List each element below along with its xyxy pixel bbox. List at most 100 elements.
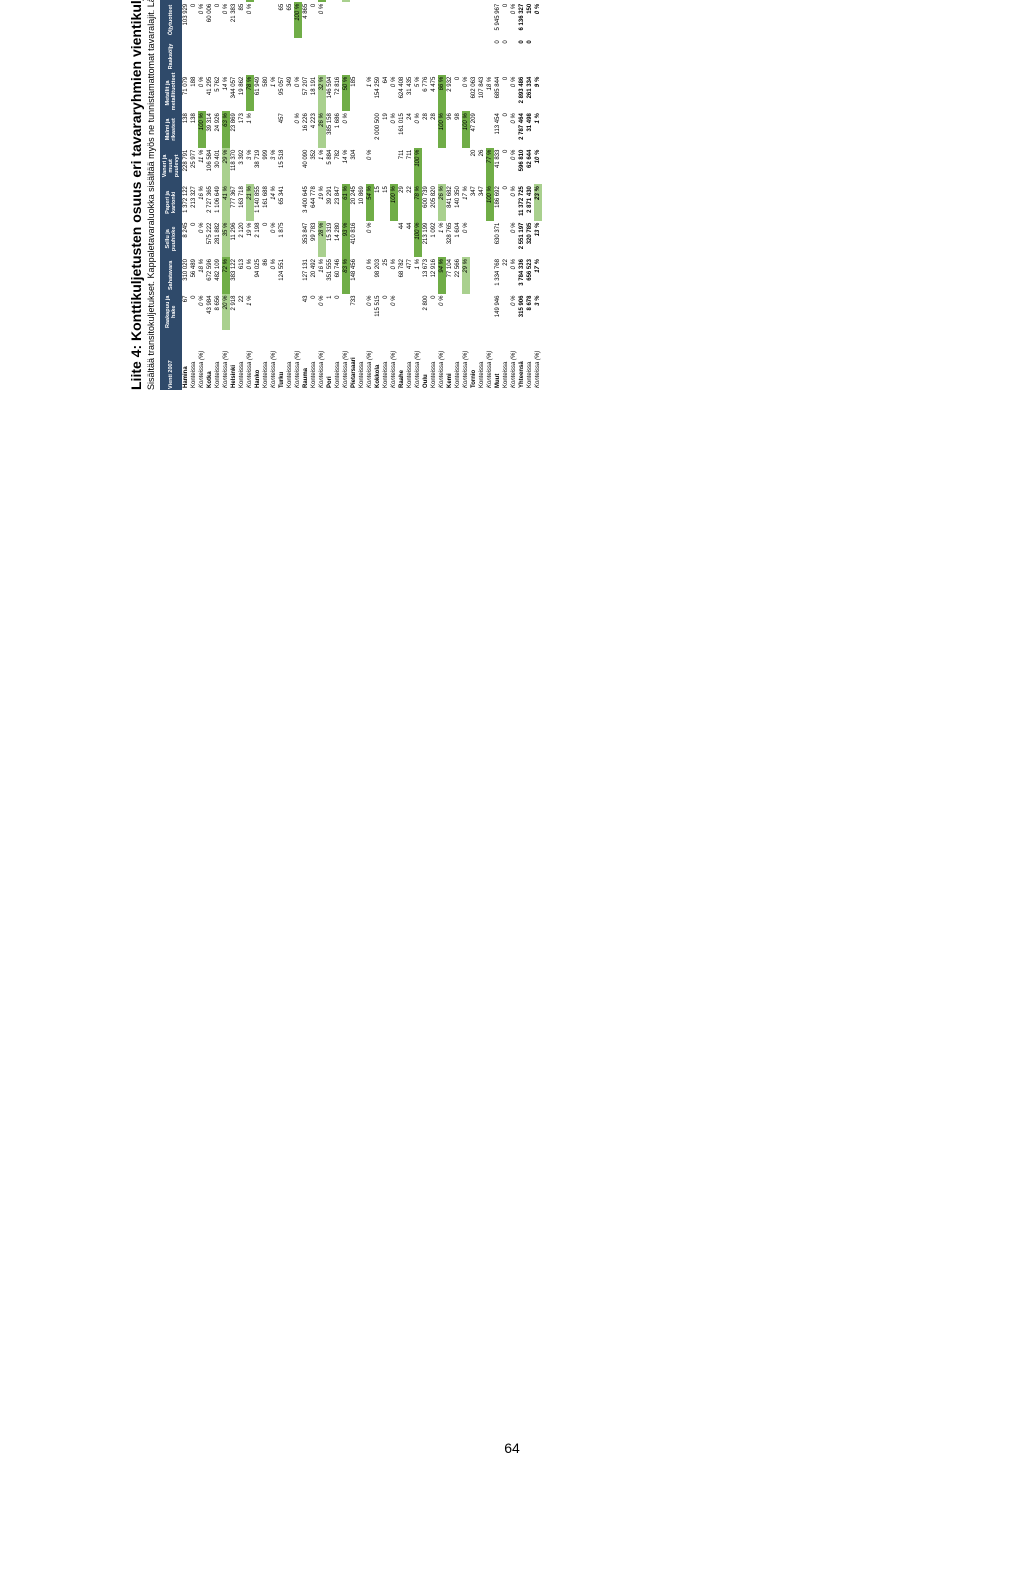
cell: 14 % (270, 184, 278, 220)
cell: 482 109 (214, 257, 222, 293)
cell: 383 122 (230, 257, 238, 293)
cell (438, 2, 446, 38)
table-row: Konteissa22 5661 604140 3509801701702202… (454, 0, 462, 390)
cell (294, 184, 302, 220)
row-label: Kokkola (374, 330, 382, 390)
table-row: Konteissa (%)29 %0 %17 %100 %0 %100 %100… (462, 0, 470, 390)
cell: 0 % (510, 2, 518, 38)
cell: 0 % (462, 221, 470, 257)
cell (382, 221, 390, 257)
cell: 61 949 (254, 75, 262, 111)
cell (374, 148, 382, 184)
cell: 18 % (486, 75, 494, 111)
cell (390, 221, 398, 257)
cell (318, 38, 326, 74)
cell (262, 38, 270, 74)
cell: 0 % (246, 257, 254, 293)
cell: 6 657 (398, 0, 406, 2)
cell: 8 678 (526, 294, 534, 330)
row-label: Yhteensä (518, 330, 526, 390)
cell: 0 % (318, 294, 326, 330)
table-row: Konteissa (%)0 %18 %0 %16 %11 %100 %0 %0… (198, 0, 206, 390)
cell: 351 555 (326, 257, 334, 293)
cell (206, 38, 214, 74)
cell (486, 294, 494, 330)
row-label: Konteissa (%) (462, 330, 470, 390)
cell: 3 400 645 (302, 184, 310, 220)
cell: 39 314 (206, 111, 214, 147)
cell: 0 % (342, 111, 350, 147)
cell (382, 38, 390, 74)
cell: 23 869 (230, 111, 238, 147)
cell: 35 % (222, 221, 230, 257)
cell: 28 511 (494, 0, 502, 2)
cell (286, 257, 294, 293)
cell: 103 929 (182, 2, 190, 38)
cell: 12 916 (430, 257, 438, 293)
cell: 85 (238, 2, 246, 38)
cell: 77 % (486, 148, 494, 184)
table-row: Konteissa (%)3 %17 %13 %23 %10 %1 %9 %0 … (534, 0, 542, 390)
cell (478, 257, 486, 293)
cell: 18 % (198, 257, 206, 293)
table-row: Konteissa (%)1 %0 %19 %21 %3 %1 %78 %0 %… (246, 0, 254, 390)
cell: 77 104 (446, 257, 454, 293)
cell (342, 2, 350, 38)
cell: 1 % (366, 75, 374, 111)
row-label: Konteissa (%) (438, 330, 446, 390)
cell: 100 % (462, 111, 470, 147)
cell: 0 % (270, 257, 278, 293)
cell: 38 719 (254, 148, 262, 184)
cell: 154 259 (374, 75, 382, 111)
row-label: Konteissa (286, 330, 294, 390)
cell (230, 38, 238, 74)
cell: 0 (526, 38, 534, 74)
cell: 0 (262, 221, 270, 257)
cell: 21 % (246, 184, 254, 220)
cell (478, 2, 486, 38)
cell (414, 2, 422, 38)
cell: 0 % (510, 0, 518, 2)
cell: 86 (262, 257, 270, 293)
cell (358, 257, 366, 293)
row-label: Konteissa (382, 330, 390, 390)
row-label: Kemi (446, 330, 454, 390)
cell: 685 844 (494, 75, 502, 111)
cell (262, 0, 270, 2)
cell: 0 % (390, 257, 398, 293)
cell: 3 664 (238, 0, 246, 2)
cell: 2 918 (230, 294, 238, 330)
cell: 30 401 (214, 148, 222, 184)
cell: 185 (350, 75, 358, 111)
cell: 16 % (534, 0, 542, 2)
row-label: Konteissa (478, 330, 486, 390)
cell: 161 688 (262, 184, 270, 220)
cell: 26 (478, 148, 486, 184)
cell (422, 2, 430, 38)
cell: 43 984 (206, 294, 214, 330)
cell: 0 % (510, 294, 518, 330)
cell: 29 % (222, 148, 230, 184)
cell (390, 148, 398, 184)
cell: 0 % (366, 148, 374, 184)
cell: 0 % (510, 221, 518, 257)
cell (446, 294, 454, 330)
cell (222, 38, 230, 74)
cell: 16 226 (302, 111, 310, 147)
row-label: Hanko (254, 330, 262, 390)
table-row: Konteissa860161 6889995801723061 7501062… (262, 0, 270, 390)
cell: 0 % (198, 294, 206, 330)
cell: 65 341 (278, 184, 286, 220)
cell: 0 % (366, 221, 374, 257)
cell (502, 294, 510, 330)
cell: 205 820 (430, 184, 438, 220)
cell (486, 111, 494, 147)
table-row: Konteissa8 656482 109281 8821 106 64930 … (214, 0, 222, 390)
table-row: Konteissa226132 120163 7183 39217319 862… (238, 0, 246, 390)
cell: 261 334 (526, 75, 534, 111)
table-row: Konteissa (%)83 %93 %61 %14 %0 %50 %47 %… (342, 0, 350, 390)
table-row: Konteissa (%)0 %0 %0 %0 %0 %0 %0 %0 %0 %… (510, 0, 518, 390)
cell: 15 (382, 184, 390, 220)
cell: 64 (382, 75, 390, 111)
cell: 347 (470, 184, 478, 220)
